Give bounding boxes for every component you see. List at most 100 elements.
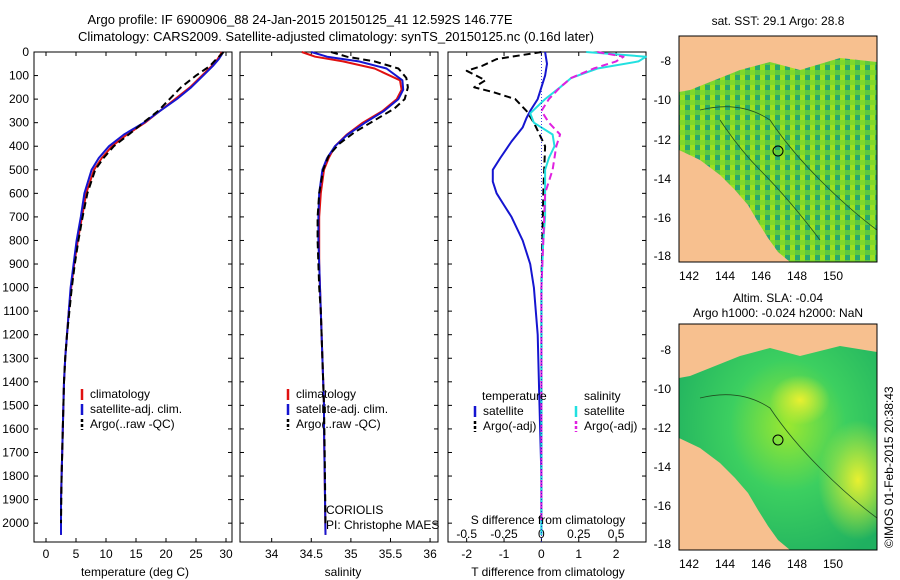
legend-header: temperature bbox=[482, 389, 547, 403]
sla-high-north bbox=[770, 375, 830, 425]
sla-map-frame bbox=[678, 323, 878, 551]
sla-reef-contour bbox=[699, 394, 877, 519]
x-tick-label: 25 bbox=[189, 547, 203, 561]
legend-label: climatology bbox=[296, 387, 356, 401]
x-tick-label: 15 bbox=[129, 547, 143, 561]
sla-xtick: 150 bbox=[823, 557, 843, 571]
sst-ytick: -8 bbox=[660, 54, 671, 68]
y-tick-label: 1500 bbox=[2, 398, 29, 412]
plot-frame bbox=[33, 51, 233, 543]
legend-label: satellite-adj. clim. bbox=[90, 402, 182, 416]
sst-ytick: -16 bbox=[654, 211, 672, 225]
x-tick-label: 34 bbox=[265, 547, 279, 561]
sla-map-yticks: -8 -10 -12 -14 -16 -18 bbox=[654, 343, 672, 551]
x-tick-label: 35 bbox=[344, 547, 358, 561]
sst-map: sat. SST: 29.1 Argo: 28.8 142 144 146 14… bbox=[654, 14, 878, 283]
sla-xtick: 148 bbox=[787, 557, 807, 571]
x-top-tick-label: 0.25 bbox=[567, 527, 591, 541]
x-tick-label: -2 bbox=[461, 547, 472, 561]
x-tick-label: 35.5 bbox=[379, 547, 403, 561]
legend-label: Argo(-adj) bbox=[584, 419, 637, 433]
y-tick-label: 0 bbox=[22, 45, 29, 59]
difference-panel: -2 -1 0 1 2-0.5 -0.25 0 0.25 0.5 bbox=[447, 51, 647, 561]
sla-xtick: 142 bbox=[679, 557, 699, 571]
sst-map-yticks: -8 -10 -12 -14 -16 -18 bbox=[654, 54, 672, 263]
sst-shelf-contour bbox=[719, 119, 821, 241]
y-tick-label: 1900 bbox=[2, 493, 29, 507]
sla-argo-location bbox=[772, 434, 784, 446]
sst-land-png bbox=[679, 36, 877, 92]
sla-high-east bbox=[818, 420, 877, 540]
sst-xtick: 150 bbox=[823, 269, 843, 283]
legend-label: satellite bbox=[483, 404, 524, 418]
x-top-tick-label: -0.25 bbox=[490, 527, 518, 541]
series-line-satellite bbox=[491, 51, 548, 535]
sla-ytick: -12 bbox=[654, 421, 672, 435]
x-top-tick-label: -0.5 bbox=[456, 527, 477, 541]
legend-label: Argo(-adj) bbox=[483, 419, 536, 433]
difference-xlabel-top: S difference from climatology bbox=[471, 513, 626, 527]
x-tick-label: 5 bbox=[73, 547, 80, 561]
y-tick-label: 1400 bbox=[2, 375, 29, 389]
legend-label: climatology bbox=[90, 387, 150, 401]
sst-reef-contour bbox=[699, 106, 877, 231]
y-tick-label: 700 bbox=[9, 210, 29, 224]
sst-argo-location bbox=[772, 145, 784, 157]
sla-ytick: -16 bbox=[654, 499, 672, 513]
sst-xtick: 144 bbox=[715, 269, 735, 283]
plot-frame bbox=[239, 51, 439, 543]
sla-xtick: 146 bbox=[751, 557, 771, 571]
sla-map-title-1: Altim. SLA: -0.04 bbox=[733, 291, 823, 305]
sla-ytick: -8 bbox=[660, 343, 671, 357]
y-tick-label: 500 bbox=[9, 163, 29, 177]
x-tick-label: 36 bbox=[423, 547, 437, 561]
y-tick-label: 600 bbox=[9, 186, 29, 200]
y-tick-label: 300 bbox=[9, 116, 29, 130]
title-line-1: Argo profile: IF 6900906_88 24-Jan-2015 … bbox=[87, 12, 512, 27]
sla-xtick: 144 bbox=[715, 557, 735, 571]
sst-map-frame bbox=[678, 35, 878, 263]
annotation-pi: PI: Christophe MAES bbox=[326, 518, 439, 532]
y-tick-label: 800 bbox=[9, 233, 29, 247]
sst-ytick: -18 bbox=[654, 249, 672, 263]
y-tick-label: 400 bbox=[9, 139, 29, 153]
sst-xtick: 148 bbox=[787, 269, 807, 283]
sla-ytick: -10 bbox=[654, 382, 672, 396]
series-line-satellite-adj-clim- bbox=[60, 51, 224, 535]
sst-ytick: -10 bbox=[654, 93, 672, 107]
title-line-2: Climatology: CARS2009. Satellite-adjuste… bbox=[78, 29, 594, 44]
x-tick-label: 20 bbox=[159, 547, 173, 561]
y-tick-label: 200 bbox=[9, 92, 29, 106]
series-line-argo-adj- bbox=[540, 51, 625, 524]
x-top-tick-label: 0.5 bbox=[608, 527, 625, 541]
sla-ytick: -18 bbox=[654, 537, 672, 551]
annotation-coriolis: CORIOLIS bbox=[326, 503, 383, 517]
y-tick-label: 900 bbox=[9, 257, 29, 271]
temperature-xlabel: temperature (deg C) bbox=[81, 565, 189, 579]
y-tick-label: 1200 bbox=[2, 328, 29, 342]
x-tick-label: 0 bbox=[538, 547, 545, 561]
legend-label: Argo(..raw -QC) bbox=[296, 417, 381, 431]
x-tick-label: 30 bbox=[219, 547, 233, 561]
imos-credit: ©IMOS 01-Feb-2015 20:38:43 bbox=[882, 386, 896, 548]
x-tick-label: 10 bbox=[99, 547, 113, 561]
x-tick-label: 1 bbox=[575, 547, 582, 561]
legend-label: satellite bbox=[584, 404, 625, 418]
sst-map-title: sat. SST: 29.1 Argo: 28.8 bbox=[712, 14, 845, 28]
temperature-panel: 0100200300400500600700800900100011001200… bbox=[2, 45, 233, 561]
x-tick-label: -1 bbox=[499, 547, 510, 561]
salinity-xlabel: salinity bbox=[325, 565, 362, 579]
salinity-panel: 34 34.5 35 35.5 36 bbox=[239, 51, 439, 561]
x-tick-label: 0 bbox=[43, 547, 50, 561]
legend-label: Argo(..raw -QC) bbox=[90, 417, 175, 431]
sla-land-australia bbox=[679, 438, 790, 550]
sla-map: Altim. SLA: -0.04 Argo h1000: -0.024 h20… bbox=[654, 291, 878, 571]
x-tick-label: 2 bbox=[613, 547, 620, 561]
y-tick-label: 1100 bbox=[3, 304, 29, 318]
sst-map-xticks: 142 144 146 148 150 bbox=[679, 269, 843, 283]
y-tick-label: 1600 bbox=[2, 422, 29, 436]
series-line-argo-raw-qc- bbox=[60, 51, 225, 524]
legend-label: satellite-adj. clim. bbox=[296, 402, 388, 416]
